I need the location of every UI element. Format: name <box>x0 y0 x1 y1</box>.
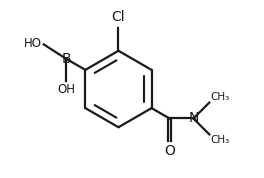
Text: CH₃: CH₃ <box>210 135 229 145</box>
Text: N: N <box>188 111 199 125</box>
Text: B: B <box>61 52 71 66</box>
Text: O: O <box>164 144 175 158</box>
Text: HO: HO <box>24 37 42 50</box>
Text: OH: OH <box>57 83 75 96</box>
Text: CH₃: CH₃ <box>210 92 229 102</box>
Text: Cl: Cl <box>112 11 125 25</box>
